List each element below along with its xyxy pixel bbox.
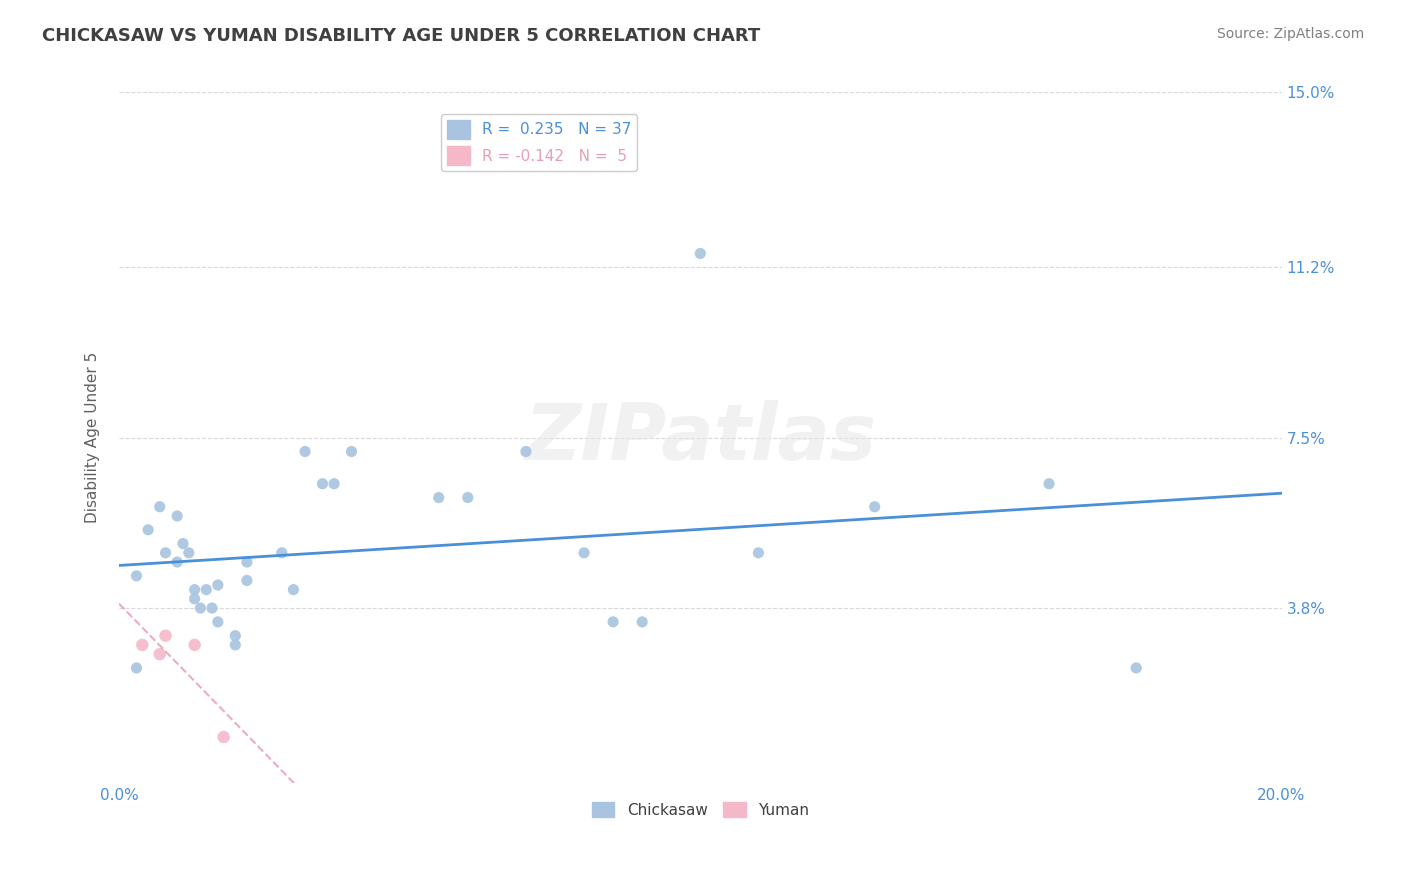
Point: [224, 638, 246, 652]
Point: [515, 444, 537, 458]
Point: [283, 582, 305, 597]
Point: [149, 500, 172, 514]
Point: [311, 476, 333, 491]
Point: [747, 546, 769, 560]
Point: [427, 491, 450, 505]
Point: [166, 508, 188, 523]
Point: [195, 582, 218, 597]
Point: [155, 546, 177, 560]
Point: [155, 629, 177, 643]
Point: [572, 546, 595, 560]
Text: Source: ZipAtlas.com: Source: ZipAtlas.com: [1216, 27, 1364, 41]
Point: [125, 569, 148, 583]
Point: [183, 591, 205, 606]
Point: [1038, 476, 1060, 491]
Point: [236, 555, 259, 569]
Point: [1125, 661, 1147, 675]
Point: [183, 638, 205, 652]
Text: ZIPatlas: ZIPatlas: [524, 400, 876, 475]
Point: [149, 647, 172, 661]
Point: [689, 246, 711, 260]
Point: [270, 546, 292, 560]
Point: [863, 500, 886, 514]
Point: [294, 444, 316, 458]
Legend: Chickasaw, Yuman: Chickasaw, Yuman: [585, 796, 815, 823]
Point: [236, 574, 259, 588]
Point: [136, 523, 159, 537]
Point: [201, 601, 224, 615]
Text: CHICKASAW VS YUMAN DISABILITY AGE UNDER 5 CORRELATION CHART: CHICKASAW VS YUMAN DISABILITY AGE UNDER …: [42, 27, 761, 45]
Point: [224, 629, 246, 643]
Point: [183, 582, 205, 597]
Point: [190, 601, 212, 615]
Point: [166, 555, 188, 569]
Point: [212, 730, 235, 744]
Point: [457, 491, 479, 505]
Point: [131, 638, 153, 652]
Point: [323, 476, 346, 491]
Point: [340, 444, 363, 458]
Point: [125, 661, 148, 675]
Point: [177, 546, 200, 560]
Y-axis label: Disability Age Under 5: Disability Age Under 5: [86, 352, 100, 524]
Point: [631, 615, 654, 629]
Point: [602, 615, 624, 629]
Point: [172, 536, 194, 550]
Point: [207, 578, 229, 592]
Point: [207, 615, 229, 629]
